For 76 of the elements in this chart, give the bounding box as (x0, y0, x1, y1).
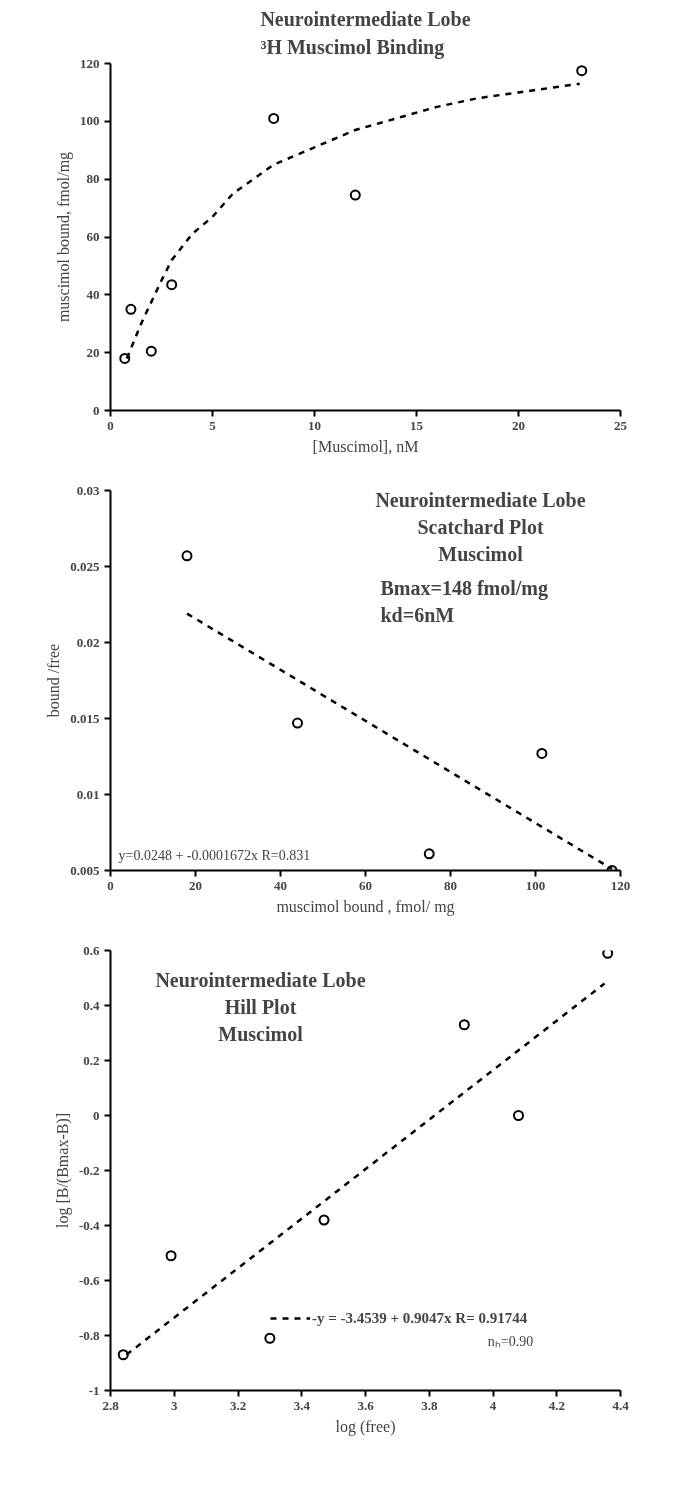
x-tick-label: 15 (410, 417, 424, 433)
point (125, 303, 137, 315)
point (536, 747, 548, 759)
x-tick-label: 40 (274, 877, 287, 893)
y-tick-label: -0.4 (78, 1217, 100, 1233)
x-tick-label: 10 (308, 417, 321, 433)
annotation: kd=6nM (380, 603, 455, 626)
y-tick-label: 0 (93, 402, 100, 418)
x-tick-label: 60 (359, 877, 372, 893)
x-axis-title: log (free) (335, 1417, 396, 1436)
x-tick-label: 25 (614, 417, 628, 433)
y-axis-title: bound /free (45, 643, 63, 718)
y-tick-label: -0.6 (78, 1272, 100, 1288)
point (166, 279, 178, 291)
x-tick-label: 0 (107, 417, 114, 433)
point (318, 1214, 330, 1226)
y-tick-label: 20 (86, 344, 100, 360)
chart-title: Neurointermediate Lobe ³H Muscimol Binding (260, 7, 471, 60)
point (292, 717, 303, 729)
y-tick-label: 100 (80, 113, 100, 129)
x-tick-label: 80 (444, 877, 457, 893)
x-tick-label: 3.6 (357, 1397, 375, 1413)
text: Neurointermediate Lobe Hill Plot Muscimol (155, 968, 366, 1045)
y-tick-label: 60 (86, 229, 100, 244)
x-tick-label: 4 (489, 1397, 497, 1413)
x-tick-label: 4.2 (548, 1397, 565, 1413)
y-tick-label: 0.005 (70, 862, 100, 878)
x-axis-title: muscimol bound , fmol/ mg (276, 897, 455, 916)
x-tick-label: 20 (189, 877, 202, 893)
point (576, 65, 588, 77)
y-axis-title: muscimol bound, fmol/mg (55, 151, 73, 323)
x-tick-label: 120 (610, 877, 631, 893)
x-tick-label: 5 (209, 417, 217, 433)
annotation: y=0.0248 + -0.0001672x R=0.831 (118, 847, 311, 863)
legend-label: -y = -3.4539 + 0.9047x R= 0.91744 (312, 1309, 528, 1327)
x-tick-label: 20 (512, 417, 525, 433)
y-tick-label: 0 (93, 1107, 100, 1123)
point (458, 1019, 470, 1031)
y-tick-label: 0.025 (70, 558, 100, 574)
x-tick-label: 3.2 (229, 1397, 247, 1413)
y-tick-label: -0.2 (78, 1162, 100, 1178)
x-tick-label: 3.4 (293, 1397, 311, 1413)
x-tick-label: 3 (171, 1397, 178, 1413)
y-tick-label: -1 (88, 1382, 100, 1398)
point (165, 1250, 177, 1262)
y-tick-label: 0.4 (83, 997, 100, 1013)
y-tick-label: 0.01 (76, 786, 100, 802)
y-tick-label: 0.6 (83, 942, 100, 958)
y-tick-label: 0.03 (76, 482, 100, 498)
x-tick-label: 4.4 (612, 1397, 630, 1413)
annotation: nₕ=0.90 (487, 1333, 534, 1349)
point (264, 1332, 276, 1344)
point (181, 550, 193, 562)
y-tick-label: 120 (80, 55, 100, 71)
point (423, 848, 435, 860)
point (268, 112, 280, 124)
y-axis-title: log [B/(Bmax-B)] (53, 1112, 72, 1229)
y-tick-label: 0.02 (76, 634, 100, 650)
x-tick-label: 2.8 (102, 1397, 120, 1413)
y-tick-label: 40 (86, 286, 100, 302)
point (513, 1110, 524, 1121)
y-tick-label: 0.015 (70, 710, 100, 726)
x-tick-label: 100 (525, 877, 546, 893)
x-tick-label: 0 (107, 877, 114, 893)
point (117, 1349, 129, 1361)
point (119, 352, 131, 364)
point (602, 950, 614, 959)
x-axis-title: [Muscimol], nM (312, 437, 419, 455)
y-tick-label: 0.2 (83, 1052, 100, 1068)
point (349, 189, 361, 201)
text: Neurointermediate Lobe Scatchard Plot Muscimol (375, 488, 586, 565)
point (145, 345, 157, 357)
y-tick-label: -0.8 (78, 1327, 100, 1343)
y-tick-label: 80 (86, 171, 100, 187)
annotation: Bmax=148 fmol/mg (380, 576, 548, 600)
x-tick-label: 3.8 (421, 1397, 438, 1413)
